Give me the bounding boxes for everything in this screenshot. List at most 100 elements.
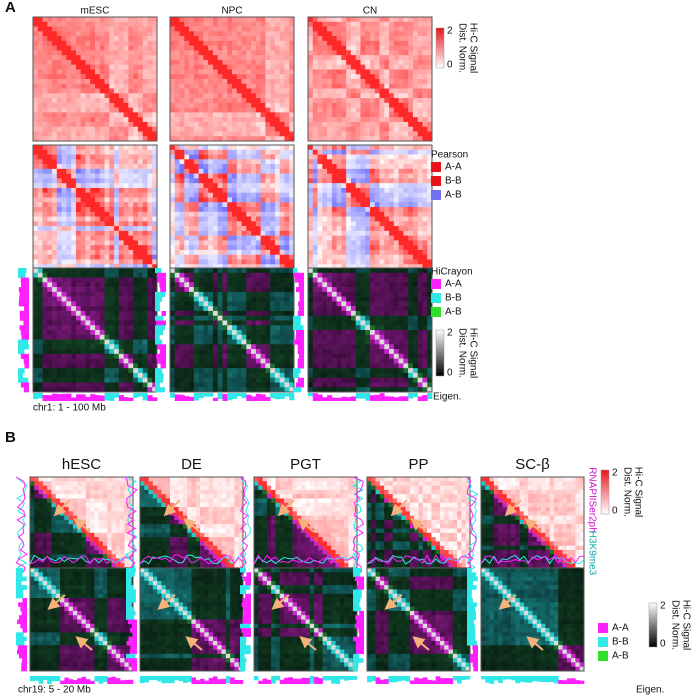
heatmap-cell bbox=[118, 45, 124, 51]
heatmap-cell bbox=[99, 207, 105, 213]
heatmap-cell bbox=[417, 112, 423, 118]
heatmap-cell bbox=[212, 102, 218, 108]
heatmap-cell bbox=[118, 296, 124, 302]
heatmap-cell bbox=[95, 387, 101, 393]
heatmap-cell bbox=[170, 202, 176, 208]
heatmap-cell bbox=[133, 121, 139, 127]
heatmap-cell bbox=[142, 310, 148, 316]
heatmap-cell bbox=[227, 98, 233, 104]
heatmap-cell bbox=[170, 31, 176, 37]
heatmap-cell bbox=[341, 102, 347, 108]
heatmap-cell bbox=[80, 291, 86, 297]
heatmap-cell bbox=[170, 50, 176, 56]
heatmap-cell bbox=[227, 197, 233, 203]
heatmap-cell bbox=[408, 17, 414, 23]
heatmap-cell bbox=[251, 310, 257, 316]
heatmap-cell bbox=[412, 40, 418, 46]
heatmap-cell bbox=[217, 353, 223, 359]
heatmap-cell bbox=[52, 36, 58, 42]
heatmap-cell bbox=[222, 131, 228, 137]
heatmap-cell bbox=[270, 45, 276, 51]
heatmap-cell bbox=[66, 173, 72, 179]
heatmap-cell bbox=[189, 64, 195, 70]
heatmap-cell bbox=[279, 339, 285, 345]
heatmap-cell bbox=[422, 88, 428, 94]
heatmap-cell bbox=[90, 131, 96, 137]
heatmap-cell bbox=[37, 291, 43, 297]
heatmap-cell bbox=[85, 31, 91, 37]
heatmap-cell bbox=[241, 117, 247, 123]
heatmap-cell bbox=[284, 349, 290, 355]
heatmap-cell bbox=[260, 98, 266, 104]
heatmap-cell bbox=[289, 259, 295, 265]
heatmap-cell bbox=[128, 40, 134, 46]
heatmap-cell bbox=[61, 102, 67, 108]
heatmap-cell bbox=[142, 230, 148, 236]
heatmap-cell bbox=[123, 55, 129, 61]
heatmap-cell bbox=[71, 287, 77, 293]
heatmap-cell bbox=[137, 117, 143, 123]
heatmap-cell bbox=[289, 55, 295, 61]
heatmap-cell bbox=[212, 320, 218, 326]
heatmap-cell bbox=[123, 178, 129, 184]
heatmap-cell bbox=[170, 197, 176, 203]
heatmap-cell bbox=[109, 330, 115, 336]
heatmap-cell bbox=[308, 154, 314, 160]
heatmap-cell bbox=[212, 240, 218, 246]
eigen-bar bbox=[66, 393, 72, 401]
heatmap-cell bbox=[331, 112, 337, 118]
heatmap-cell bbox=[179, 310, 185, 316]
heatmap-cell bbox=[152, 334, 158, 340]
heatmap-cell bbox=[360, 93, 366, 99]
heatmap-cell bbox=[66, 277, 72, 283]
heatmap-cell bbox=[417, 154, 423, 160]
heatmap-cell bbox=[99, 226, 105, 232]
heatmap-cell bbox=[189, 226, 195, 232]
heatmap-cell bbox=[393, 21, 399, 27]
heatmap-cell bbox=[99, 330, 105, 336]
heatmap-cell bbox=[427, 131, 433, 137]
heatmap-cell bbox=[312, 178, 318, 184]
heatmap-cell bbox=[104, 197, 110, 203]
heatmap-cell bbox=[251, 88, 257, 94]
heatmap-cell bbox=[260, 178, 266, 184]
heatmap-cell bbox=[80, 249, 86, 255]
eigen-bar bbox=[161, 310, 166, 316]
heatmap-cell bbox=[42, 211, 48, 217]
heatmap-cell bbox=[251, 59, 257, 65]
heatmap-cell bbox=[85, 349, 91, 355]
heatmap-cell bbox=[118, 26, 124, 32]
heatmap-cell bbox=[270, 344, 276, 350]
heatmap-cell bbox=[137, 93, 143, 99]
heatmap-cell bbox=[109, 377, 115, 383]
heatmap-cell bbox=[208, 83, 214, 89]
heatmap-cell bbox=[236, 50, 242, 56]
heatmap-cell bbox=[241, 277, 247, 283]
heatmap-cell bbox=[208, 296, 214, 302]
heatmap-cell bbox=[208, 17, 214, 23]
heatmap-cell bbox=[170, 282, 176, 288]
heatmap-cell bbox=[152, 372, 158, 378]
heatmap-cell bbox=[170, 363, 176, 369]
heatmap-cell bbox=[114, 254, 120, 260]
heatmap-cell bbox=[270, 178, 276, 184]
heatmap-cell bbox=[265, 17, 271, 23]
heatmap-cell bbox=[114, 387, 120, 393]
heatmap-cell bbox=[47, 98, 53, 104]
heatmap-cell bbox=[270, 363, 276, 369]
heatmap-cell bbox=[312, 202, 318, 208]
heatmap-cell bbox=[123, 334, 129, 340]
heatmap-cell bbox=[422, 107, 428, 113]
heatmap-cell bbox=[255, 339, 261, 345]
heatmap-cell bbox=[408, 154, 414, 160]
heatmap-cell bbox=[66, 168, 72, 174]
heatmap-cell bbox=[128, 183, 134, 189]
heatmap-cell bbox=[109, 197, 115, 203]
heatmap-cell bbox=[95, 187, 101, 193]
heatmap-cell bbox=[42, 98, 48, 104]
heatmap-cell bbox=[203, 36, 209, 42]
heatmap-cell bbox=[260, 344, 266, 350]
heatmap-cell bbox=[118, 98, 124, 104]
heatmap-cell bbox=[33, 254, 39, 260]
heatmap-cell bbox=[71, 36, 77, 42]
